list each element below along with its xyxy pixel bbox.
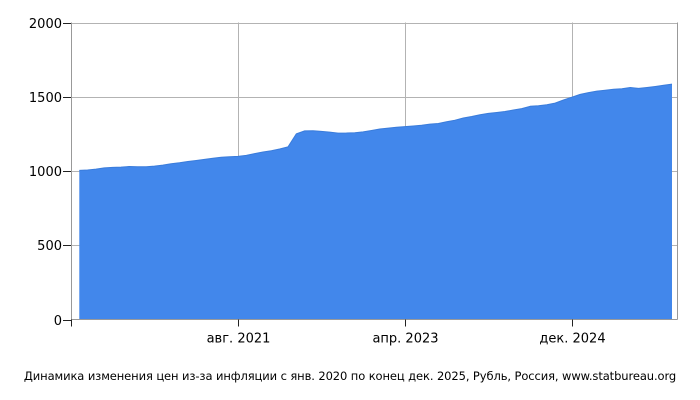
y-tick-label: 1000 bbox=[29, 165, 62, 180]
chart-caption: Динамика изменения цен из-за инфляции с … bbox=[23, 369, 677, 383]
axis-frame bbox=[71, 22, 678, 320]
area-series bbox=[79, 83, 673, 320]
y-tick-label: 2000 bbox=[29, 17, 62, 32]
y-tick-label: 0 bbox=[54, 314, 62, 329]
y-axis-labels: 0 500 1000 1500 2000 bbox=[29, 17, 62, 329]
x-axis-labels: авг. 2021 апр. 2023 дек. 2024 bbox=[207, 332, 606, 347]
y-tick-label: 1500 bbox=[29, 91, 62, 106]
x-tick-label: апр. 2023 bbox=[372, 332, 438, 347]
y-tick-label: 500 bbox=[37, 239, 62, 254]
inflation-area bbox=[79, 84, 673, 320]
inflation-line bbox=[79, 83, 673, 171]
axis-ticks bbox=[63, 23, 573, 327]
x-tick-label: дек. 2024 bbox=[539, 332, 605, 347]
x-tick-label: авг. 2021 bbox=[207, 332, 271, 347]
